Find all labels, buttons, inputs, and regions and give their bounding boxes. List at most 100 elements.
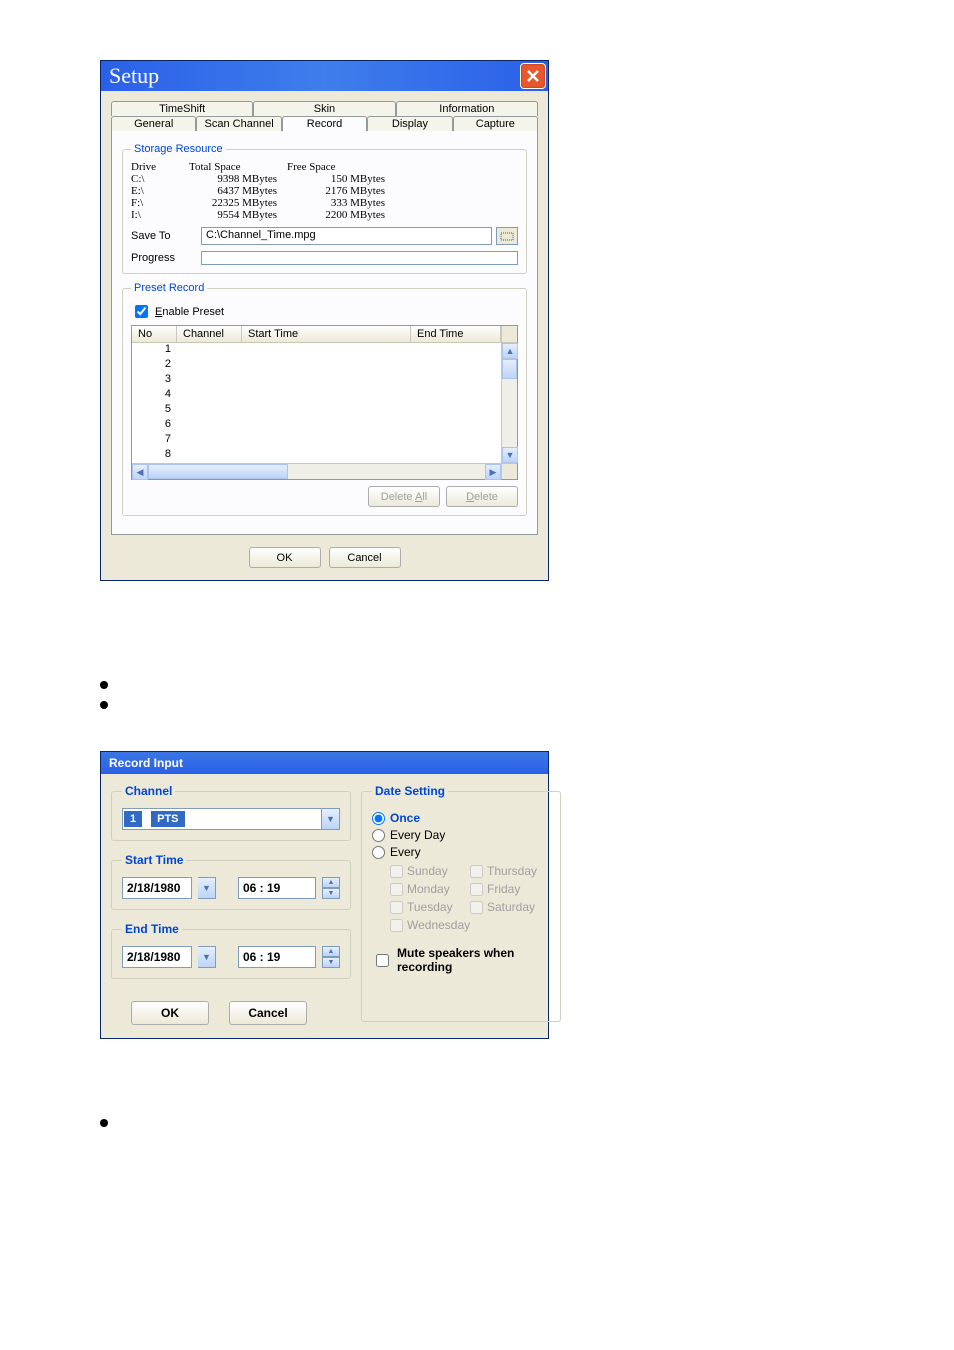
drive-header: Drive bbox=[131, 161, 189, 173]
browse-button[interactable] bbox=[496, 227, 518, 245]
preset-record-group: Preset Record Enable Preset No Channel S… bbox=[122, 282, 527, 516]
record-input-window: Record Input Channel 1 PTS ▼ Start Time … bbox=[100, 751, 549, 1039]
start-time-legend: Start Time bbox=[122, 853, 186, 867]
mute-label: Mute speakers when recording bbox=[397, 946, 550, 974]
every-label: Every bbox=[390, 845, 421, 859]
once-radio[interactable] bbox=[372, 812, 385, 825]
cancel-button[interactable]: Cancel bbox=[229, 1001, 307, 1025]
scroll-down-button[interactable]: ▼ bbox=[502, 447, 518, 463]
list-row[interactable]: 8 bbox=[132, 448, 501, 463]
time-spinner[interactable]: ▲ ▼ bbox=[322, 877, 340, 899]
end-time-legend: End Time bbox=[122, 922, 182, 936]
scroll-thumb[interactable] bbox=[502, 359, 517, 379]
preset-list-header: No Channel Start Time End Time bbox=[132, 326, 517, 343]
preset-legend: Preset Record bbox=[131, 282, 207, 294]
dropdown-button[interactable]: ▼ bbox=[322, 808, 340, 830]
tab-general[interactable]: General bbox=[111, 116, 196, 131]
tab-strip: TimeShift Skin Information General Scan … bbox=[111, 101, 538, 535]
delete-all-button[interactable]: Delete All bbox=[368, 486, 440, 507]
bullet-icon bbox=[100, 1119, 108, 1127]
storage-resource-group: Storage Resource Drive Total Space Free … bbox=[122, 143, 527, 274]
tab-record[interactable]: Record bbox=[282, 116, 367, 131]
date-dropdown-button[interactable]: ▼ bbox=[198, 877, 216, 899]
record-input-title: Record Input bbox=[109, 756, 183, 770]
progress-label: Progress bbox=[131, 252, 201, 264]
tab-capture[interactable]: Capture bbox=[453, 116, 538, 131]
ok-button[interactable]: OK bbox=[131, 1001, 209, 1025]
setup-window: Setup TimeShift Skin Information General… bbox=[100, 60, 549, 581]
list-row[interactable]: 3 bbox=[132, 373, 501, 388]
start-time-group: Start Time 2/18/1980 ▼ 06 : 19 ▲ ▼ bbox=[111, 853, 351, 910]
save-to-input[interactable]: C:\Channel_Time.mpg bbox=[201, 227, 492, 245]
storage-legend: Storage Resource bbox=[131, 143, 226, 155]
channel-legend: Channel bbox=[122, 784, 175, 798]
start-date-input[interactable]: 2/18/1980 bbox=[122, 877, 192, 899]
col-channel[interactable]: Channel bbox=[177, 326, 242, 342]
col-end-time[interactable]: End Time bbox=[411, 326, 501, 342]
preset-list[interactable]: No Channel Start Time End Time 1 2 3 4 bbox=[131, 325, 518, 480]
ok-button[interactable]: OK bbox=[249, 547, 321, 568]
tab-information[interactable]: Information bbox=[396, 101, 538, 116]
record-input-titlebar: Record Input bbox=[101, 752, 548, 774]
scroll-up-button[interactable]: ▲ bbox=[502, 343, 518, 359]
sunday-checkbox[interactable] bbox=[390, 865, 403, 878]
tab-skin[interactable]: Skin bbox=[253, 101, 395, 116]
progress-bar bbox=[201, 251, 518, 265]
date-setting-legend: Date Setting bbox=[372, 784, 448, 798]
col-start-time[interactable]: Start Time bbox=[242, 326, 411, 342]
vertical-scrollbar[interactable]: ▲ ▼ bbox=[501, 343, 517, 463]
once-label: Once bbox=[390, 811, 420, 825]
every-radio[interactable] bbox=[372, 846, 385, 859]
spin-up[interactable]: ▲ bbox=[322, 877, 340, 888]
every-day-radio[interactable] bbox=[372, 829, 385, 842]
horizontal-scrollbar[interactable]: ◀ ▶ bbox=[132, 463, 517, 479]
spin-down[interactable]: ▼ bbox=[322, 888, 340, 899]
spin-up[interactable]: ▲ bbox=[322, 946, 340, 957]
list-row[interactable]: 4 bbox=[132, 388, 501, 403]
bullet-icon bbox=[100, 681, 108, 689]
end-time-input[interactable]: 06 : 19 bbox=[238, 946, 316, 968]
cancel-button[interactable]: Cancel bbox=[329, 547, 401, 568]
record-tab-panel: Storage Resource Drive Total Space Free … bbox=[111, 130, 538, 535]
friday-checkbox[interactable] bbox=[470, 883, 483, 896]
saturday-checkbox[interactable] bbox=[470, 901, 483, 914]
drive-row: I:\ 9554 MBytes 2200 MBytes bbox=[131, 209, 518, 221]
col-no[interactable]: No bbox=[132, 326, 177, 342]
list-row[interactable]: 1 bbox=[132, 343, 501, 358]
tab-scan-channel[interactable]: Scan Channel bbox=[196, 116, 281, 131]
thursday-checkbox[interactable] bbox=[470, 865, 483, 878]
mute-checkbox[interactable] bbox=[376, 954, 389, 967]
list-row[interactable]: 5 bbox=[132, 403, 501, 418]
spin-down[interactable]: ▼ bbox=[322, 957, 340, 968]
wednesday-checkbox[interactable] bbox=[390, 919, 403, 932]
time-spinner[interactable]: ▲ ▼ bbox=[322, 946, 340, 968]
list-row[interactable]: 6 bbox=[132, 418, 501, 433]
date-setting-group: Date Setting Once Every Day Every Sunday bbox=[361, 784, 561, 1022]
channel-combo[interactable]: 1 PTS ▼ bbox=[122, 808, 340, 830]
tuesday-checkbox[interactable] bbox=[390, 901, 403, 914]
close-button[interactable] bbox=[520, 63, 546, 89]
drive-row: E:\ 6437 MBytes 2176 MBytes bbox=[131, 185, 518, 197]
scroll-thumb[interactable] bbox=[148, 464, 288, 479]
scroll-right-button[interactable]: ▶ bbox=[485, 464, 501, 480]
monday-checkbox[interactable] bbox=[390, 883, 403, 896]
bullet-icon bbox=[100, 701, 108, 709]
tab-display[interactable]: Display bbox=[367, 116, 452, 131]
date-dropdown-button[interactable]: ▼ bbox=[198, 946, 216, 968]
tab-timeshift[interactable]: TimeShift bbox=[111, 101, 253, 116]
enable-preset-label: Enable Preset bbox=[155, 306, 224, 318]
end-date-input[interactable]: 2/18/1980 bbox=[122, 946, 192, 968]
list-row[interactable]: 2 bbox=[132, 358, 501, 373]
enable-preset-checkbox[interactable] bbox=[135, 305, 148, 318]
every-day-label: Every Day bbox=[390, 828, 445, 842]
start-time-input[interactable]: 06 : 19 bbox=[238, 877, 316, 899]
delete-button[interactable]: Delete bbox=[446, 486, 518, 507]
scroll-left-button[interactable]: ◀ bbox=[132, 464, 148, 480]
drive-row: C:\ 9398 MBytes 150 MBytes bbox=[131, 173, 518, 185]
list-row[interactable]: 7 bbox=[132, 433, 501, 448]
channel-group: Channel 1 PTS ▼ bbox=[111, 784, 351, 841]
setup-title: Setup bbox=[109, 63, 159, 89]
end-time-group: End Time 2/18/1980 ▼ 06 : 19 ▲ ▼ bbox=[111, 922, 351, 979]
channel-name: PTS bbox=[151, 811, 184, 827]
channel-number: 1 bbox=[124, 811, 142, 827]
